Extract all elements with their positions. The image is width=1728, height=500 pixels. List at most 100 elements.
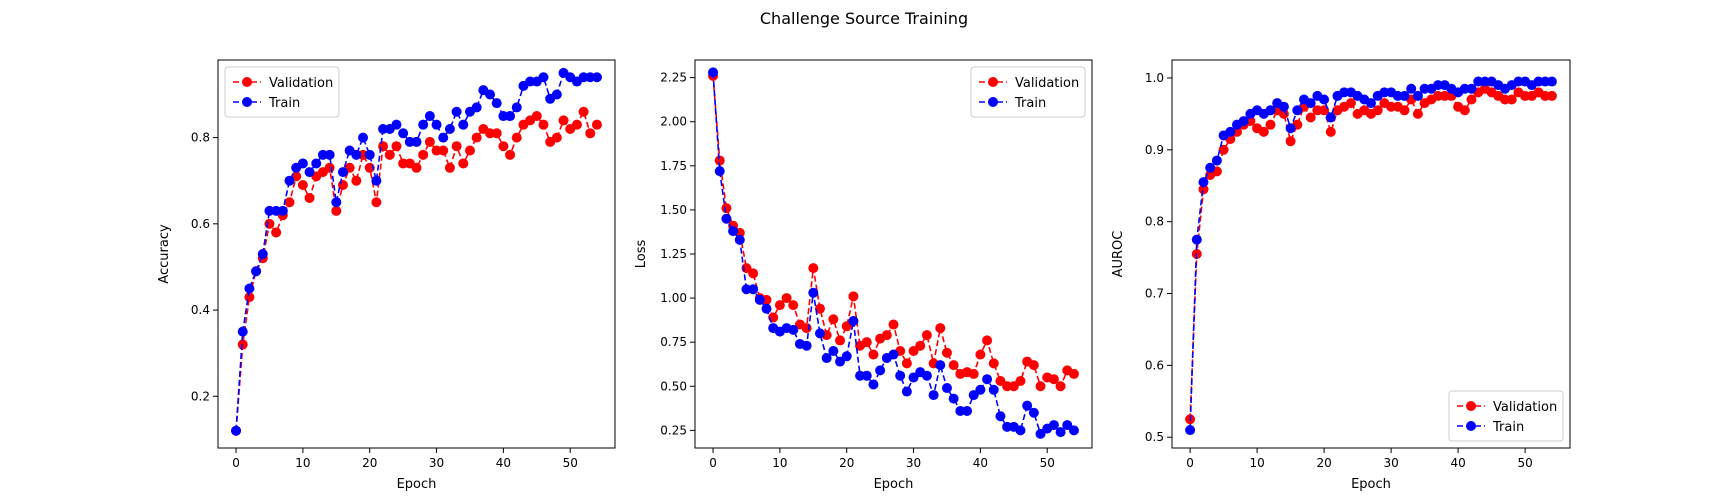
loss-ylabel: Loss bbox=[634, 240, 649, 269]
loss-point-train bbox=[841, 351, 852, 362]
accuracy-point-train bbox=[458, 119, 469, 130]
auroc-point-train bbox=[1278, 101, 1289, 112]
accuracy-point-train bbox=[491, 98, 502, 109]
accuracy-point-validation bbox=[351, 175, 362, 186]
loss-point-validation bbox=[901, 358, 912, 369]
loss-point-train bbox=[941, 383, 952, 394]
auroc-point-train bbox=[1546, 76, 1557, 87]
loss-point-train bbox=[1028, 407, 1039, 418]
loss-point-validation bbox=[814, 303, 825, 314]
accuracy-point-validation bbox=[451, 141, 462, 152]
accuracy-point-validation bbox=[498, 141, 509, 152]
accuracy-point-validation bbox=[424, 136, 435, 147]
accuracy-series-validation bbox=[231, 106, 602, 436]
accuracy-legend-label-validation: Validation bbox=[269, 76, 333, 91]
auroc-xtick-label: 0 bbox=[1186, 456, 1194, 470]
loss-point-train bbox=[895, 370, 906, 381]
auroc-ytick-label: 0.6 bbox=[1145, 358, 1164, 372]
auroc-legend-box bbox=[1448, 390, 1564, 442]
loss-xlabel: Epoch bbox=[874, 477, 914, 492]
auroc-legend-label-validation: Validation bbox=[1493, 400, 1557, 415]
auroc-chart: 0 10 20 30 40 50 0.5 0.6 0.7 0.8 0.9 1.0 Epoch AUROC V… bbox=[1111, 59, 1571, 492]
loss-point-train bbox=[861, 370, 872, 381]
auroc-point-train bbox=[1399, 90, 1410, 101]
accuracy-point-train bbox=[237, 326, 248, 337]
accuracy-point-validation bbox=[571, 119, 582, 130]
auroc-point-validation bbox=[1305, 112, 1316, 123]
loss-point-train bbox=[801, 340, 812, 351]
accuracy-point-train bbox=[438, 132, 449, 143]
accuracy-point-train bbox=[471, 102, 482, 113]
accuracy-xtick-label: 0 bbox=[232, 456, 240, 470]
auroc-xtick-label: 20 bbox=[1316, 456, 1331, 470]
accuracy-point-train bbox=[324, 149, 335, 160]
loss-point-validation bbox=[935, 323, 946, 334]
auroc-point-train bbox=[1305, 98, 1316, 109]
auroc-point-train bbox=[1406, 83, 1417, 94]
loss-point-validation bbox=[888, 319, 899, 330]
auroc-point-validation bbox=[1258, 126, 1269, 137]
loss-point-validation bbox=[714, 155, 725, 166]
loss-point-train bbox=[982, 374, 993, 385]
accuracy-point-validation bbox=[418, 149, 429, 160]
accuracy-point-validation bbox=[438, 145, 449, 156]
accuracy-point-train bbox=[511, 102, 522, 113]
accuracy-point-train bbox=[538, 72, 549, 83]
accuracy-xtick-label: 40 bbox=[496, 456, 511, 470]
loss-point-train bbox=[921, 370, 932, 381]
accuracy-point-train bbox=[337, 167, 348, 178]
auroc-point-validation bbox=[1466, 94, 1477, 105]
accuracy-point-validation bbox=[297, 180, 308, 191]
loss-point-train bbox=[1062, 420, 1073, 431]
accuracy-point-validation bbox=[304, 192, 315, 203]
auroc-legend: Validation Train bbox=[1448, 390, 1564, 442]
auroc-point-train bbox=[1211, 155, 1222, 166]
accuracy-point-train bbox=[231, 425, 242, 436]
auroc-point-train bbox=[1185, 425, 1196, 436]
loss-legend-label-train: Train bbox=[1014, 96, 1046, 111]
loss-point-validation bbox=[781, 293, 792, 304]
auroc-ytick-label: 0.5 bbox=[1145, 430, 1164, 444]
auroc-point-validation bbox=[1345, 98, 1356, 109]
loss-point-validation bbox=[1048, 374, 1059, 385]
auroc-xtick-label: 50 bbox=[1517, 456, 1532, 470]
loss-point-train bbox=[835, 356, 846, 367]
accuracy-point-train bbox=[311, 158, 322, 169]
auroc-point-validation bbox=[1459, 105, 1470, 116]
accuracy-point-train bbox=[391, 119, 402, 130]
loss-point-validation bbox=[1008, 381, 1019, 392]
loss-point-train bbox=[1055, 427, 1066, 438]
loss-point-validation bbox=[828, 314, 839, 325]
loss-ytick-label: 2.00 bbox=[660, 115, 687, 129]
accuracy-point-validation bbox=[391, 141, 402, 152]
loss-point-validation bbox=[1035, 381, 1046, 392]
loss-xtick-label: 20 bbox=[839, 456, 854, 470]
accuracy-legend: Validation Train bbox=[224, 66, 340, 118]
auroc-point-validation bbox=[1372, 105, 1383, 116]
accuracy-series-train bbox=[231, 67, 602, 436]
loss-ytick-label: 0.25 bbox=[660, 423, 687, 437]
loss-ytick-label: 2.25 bbox=[660, 71, 687, 85]
loss-point-train bbox=[975, 384, 986, 395]
loss-point-validation bbox=[835, 335, 846, 346]
loss-xtick-label: 0 bbox=[709, 456, 717, 470]
loss-point-train bbox=[734, 234, 745, 245]
auroc-point-train bbox=[1238, 116, 1249, 127]
auroc-axes-frame bbox=[1171, 59, 1571, 449]
loss-point-validation bbox=[774, 300, 785, 311]
accuracy-point-validation bbox=[551, 132, 562, 143]
loss-point-train bbox=[754, 294, 765, 305]
auroc-ytick-label: 1.0 bbox=[1145, 71, 1164, 85]
auroc-legend-marker-train bbox=[1466, 421, 1476, 431]
loss-point-train bbox=[1022, 400, 1033, 411]
loss-ytick-label: 1.25 bbox=[660, 247, 687, 261]
auroc-point-train bbox=[1466, 83, 1477, 94]
accuracy-point-validation bbox=[538, 119, 549, 130]
auroc-point-validation bbox=[1198, 184, 1209, 195]
loss-point-validation bbox=[988, 358, 999, 369]
auroc-legend-marker-validation bbox=[1466, 401, 1476, 411]
accuracy-point-validation bbox=[378, 141, 389, 152]
accuracy-point-train bbox=[398, 128, 409, 139]
loss-chart: 0 10 20 30 40 50 0.25 0.50 0.75 1.00 1.25 1.50 1.75 2… bbox=[634, 59, 1093, 492]
accuracy-point-validation bbox=[511, 132, 522, 143]
